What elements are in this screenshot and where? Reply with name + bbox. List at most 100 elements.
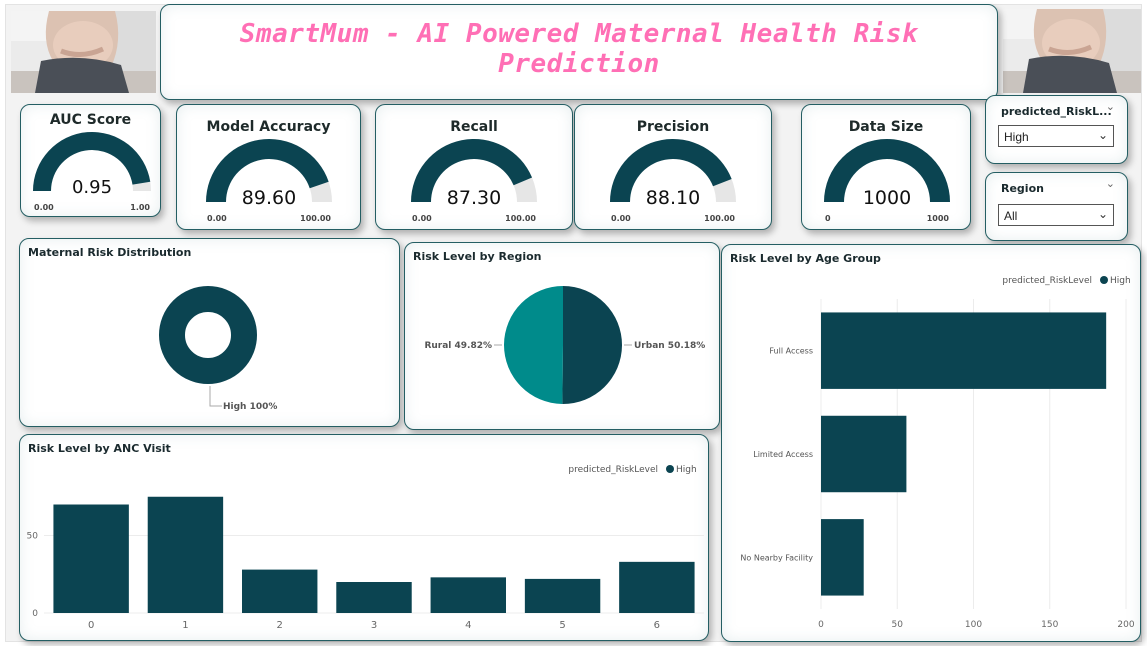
gauge-value: 88.10 <box>646 187 700 209</box>
gauge-value: 1000 <box>863 187 911 209</box>
bar <box>619 561 695 613</box>
gauge-value: 89.60 <box>242 187 296 209</box>
chevron-down-icon: ⌄ <box>1097 207 1108 221</box>
slicer-selected-value: All <box>1004 209 1018 223</box>
donut-slice-high <box>159 286 257 384</box>
gauge-min-label: 0.00 <box>207 214 227 223</box>
bar <box>430 577 506 613</box>
kpi-title: Precision <box>636 119 710 135</box>
gauge-min-label: 0.00 <box>34 203 54 212</box>
bar <box>821 312 1107 389</box>
page-title: SmartMum - AI Powered Maternal Health Ri… <box>239 19 919 79</box>
pie-chart: Urban 50.18% Rural 49.82% <box>424 286 705 404</box>
gauge-value: 0.95 <box>72 177 112 198</box>
pregnant-woman-photo-left <box>11 11 156 93</box>
pregnant-woman-photo-right <box>1003 9 1141 93</box>
x-tick-label: 0 <box>88 620 94 631</box>
legend-title: predicted_RiskLevel <box>1002 276 1092 286</box>
x-tick-label: 0 <box>818 620 824 630</box>
gauge-chart: 0.95 0.00 1.00 <box>33 132 151 212</box>
risk-by-region-card: Risk Level by Region Urban 50.18% Rural 4… <box>404 242 720 430</box>
kpi-card-accuracy: Model Accuracy 89.60 0.00 100.00 <box>176 104 361 230</box>
title-banner: SmartMum - AI Powered Maternal Health Ri… <box>160 4 998 100</box>
donut-chart: High 100% <box>159 286 277 412</box>
legend-label: High <box>676 465 697 475</box>
legend-marker <box>666 465 674 473</box>
gauge-fill <box>824 139 950 202</box>
kpi-card-data-size: Data Size 1000 0 1000 <box>801 104 971 230</box>
x-tick-label: 150 <box>1041 620 1058 630</box>
legend-marker <box>1100 276 1108 284</box>
x-tick-label: 2 <box>277 620 283 631</box>
risk-by-age-group-card: Risk Level by Age Group 0 50 100 150 200 pred… <box>721 244 1141 642</box>
x-tick-label: 5 <box>559 620 565 631</box>
legend-title: predicted_RiskLevel <box>568 465 658 475</box>
gauge-fill <box>411 138 533 202</box>
y-tick-label: Limited Access <box>753 450 813 459</box>
y-tick-label: Full Access <box>769 347 813 356</box>
data-label: High 100% <box>223 402 277 412</box>
chevron-down-icon: ⌄ <box>1097 128 1108 142</box>
kpi-card-precision: Precision 88.10 0.00 100.00 <box>574 104 772 230</box>
x-tick-label: 3 <box>371 620 377 631</box>
pie-slice-urban <box>562 286 622 404</box>
horizontal-bar-chart: 0 50 100 150 200 predicted_RiskLevel High Full … <box>740 276 1135 630</box>
x-tick-label: 200 <box>1117 620 1134 630</box>
y-tick-label: No Nearby Facility <box>740 553 813 562</box>
bar <box>53 504 129 613</box>
gauge-max-label: 100.00 <box>300 214 331 223</box>
gauge-fill <box>206 139 329 202</box>
kpi-card-auc: AUC Score 0.95 0.00 1.00 <box>20 104 161 217</box>
maternal-risk-distribution-card: Maternal Risk Distribution High 100% <box>19 238 400 427</box>
chart-title: Risk Level by Region <box>413 250 542 263</box>
slicer-selected-value: High <box>1004 130 1029 144</box>
gauge-fill <box>33 132 151 191</box>
x-tick-label: 4 <box>465 620 471 631</box>
chart-title: Risk Level by Age Group <box>730 252 881 265</box>
bar <box>524 578 601 613</box>
risk-by-anc-visit-card: Risk Level by ANC Visit 0 50 predicted_Ris… <box>19 434 709 641</box>
y-tick-label: 0 <box>32 609 38 619</box>
kpi-title: Model Accuracy <box>206 119 331 135</box>
kpi-title: Recall <box>450 119 498 135</box>
y-tick-label: 50 <box>27 532 39 542</box>
bar <box>821 519 864 596</box>
risk-level-slicer[interactable]: predicted_RiskL... ⌄ High ⌄ <box>985 95 1128 164</box>
bar <box>336 582 412 613</box>
pie-slice-rural <box>503 286 563 404</box>
slicer-label: predicted_RiskL... <box>1001 105 1112 118</box>
gauge-min-label: 0 <box>825 214 831 223</box>
x-tick-label: 50 <box>892 620 904 630</box>
gauge-chart: 88.10 0.00 100.00 <box>610 138 736 223</box>
gauge-fill <box>610 138 732 202</box>
gauge-min-label: 0.00 <box>611 214 631 223</box>
bar <box>147 496 224 613</box>
kpi-title: AUC Score <box>49 112 132 128</box>
gauge-max-label: 1000 <box>927 214 950 223</box>
region-dropdown[interactable]: All ⌄ <box>998 204 1114 226</box>
x-tick-label: 1 <box>182 620 188 631</box>
gauge-max-label: 1.00 <box>130 203 150 212</box>
chevron-down-icon[interactable]: ⌄ <box>1105 101 1115 113</box>
data-label: Rural 49.82% <box>424 341 492 351</box>
gauge-value: 87.30 <box>447 187 501 209</box>
data-label: Urban 50.18% <box>634 341 705 351</box>
chart-title: Risk Level by ANC Visit <box>28 442 171 455</box>
gauge-max-label: 100.00 <box>704 214 735 223</box>
chart-title: Maternal Risk Distribution <box>28 246 192 259</box>
gauge-chart: 1000 0 1000 <box>824 139 950 223</box>
risk-level-dropdown[interactable]: High ⌄ <box>998 125 1114 147</box>
kpi-title: Data Size <box>848 119 924 135</box>
gauge-chart: 89.60 0.00 100.00 <box>206 139 332 223</box>
x-tick-label: 100 <box>965 620 982 630</box>
legend-label: High <box>1110 276 1131 286</box>
column-chart: 0 50 predicted_RiskLevel High 0 1 2 3 4 5 6 <box>27 465 704 631</box>
leader-line <box>209 386 222 407</box>
slicer-label: Region <box>1001 182 1044 195</box>
x-tick-label: 6 <box>654 620 660 631</box>
gauge-max-label: 100.00 <box>505 214 536 223</box>
chevron-down-icon[interactable]: ⌄ <box>1105 178 1115 190</box>
region-slicer[interactable]: Region ⌄ All ⌄ <box>985 172 1128 241</box>
gauge-min-label: 0.00 <box>412 214 432 223</box>
gauge-chart: 87.30 0.00 100.00 <box>411 138 537 223</box>
